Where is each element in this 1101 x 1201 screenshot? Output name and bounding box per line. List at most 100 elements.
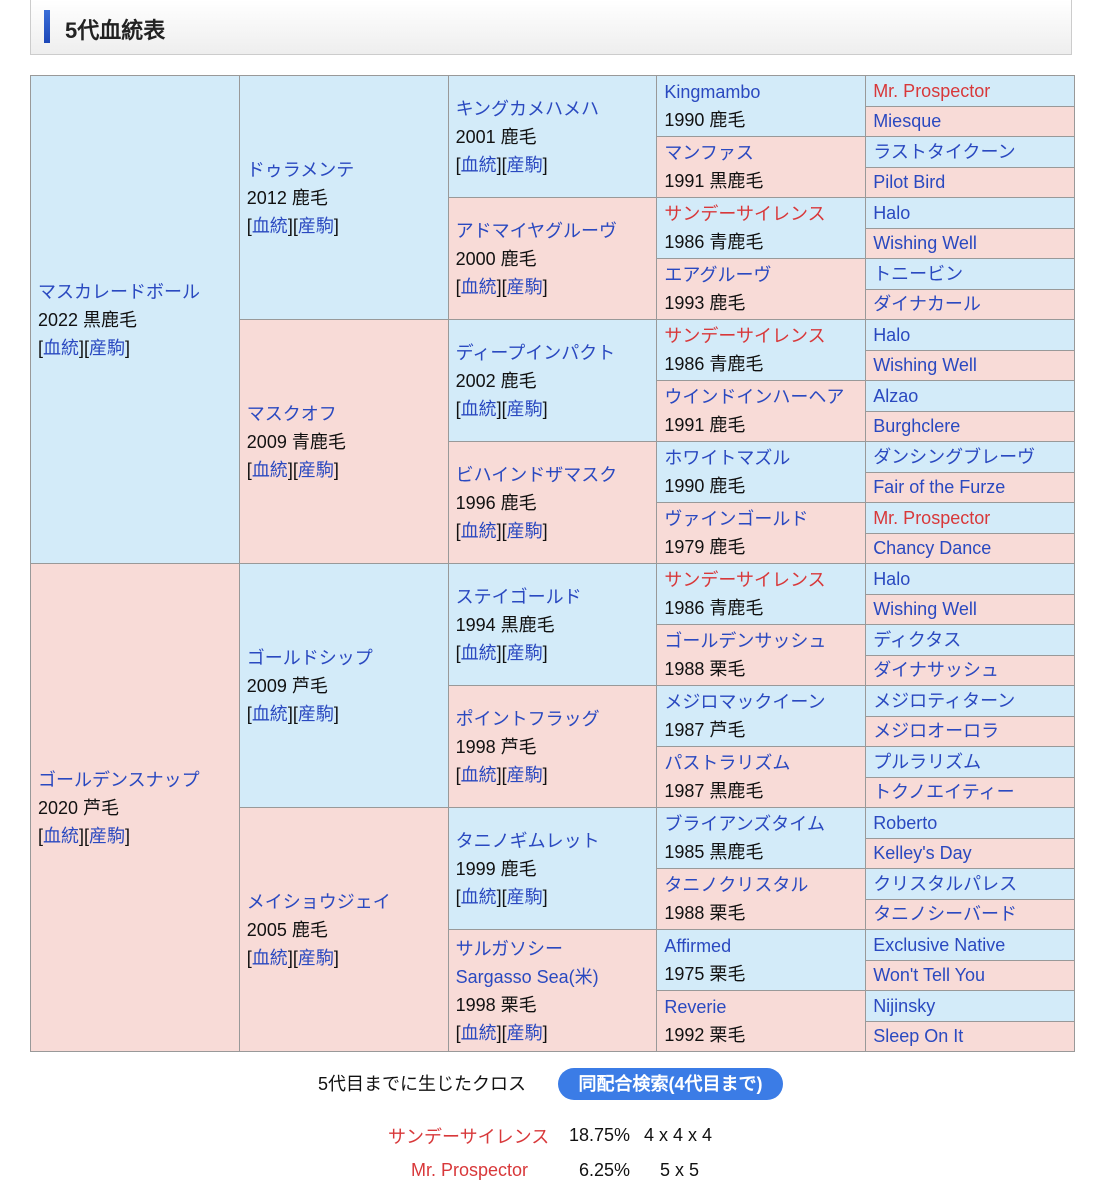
horse-name-link[interactable]: パストラリズム (664, 753, 791, 773)
pedigree-link[interactable]: 血統 (251, 215, 288, 236)
horse-name-link[interactable]: トニービン (873, 263, 964, 284)
pedigree-link[interactable]: 血統 (460, 764, 497, 785)
horse-birth-info: 1993 鹿毛 (664, 293, 746, 313)
horse-name-link[interactable]: ステイゴールド (455, 586, 582, 607)
offspring-link[interactable]: 産駒 (506, 764, 543, 785)
pedigree-link[interactable]: 血統 (460, 520, 497, 541)
horse-name-link[interactable]: サンデーサイレンス (664, 326, 826, 346)
horse-name-link[interactable]: メジロマックイーン (664, 692, 826, 712)
offspring-link[interactable]: 産駒 (297, 703, 334, 724)
offspring-link[interactable]: 産駒 (506, 398, 543, 419)
horse-name-link[interactable]: Roberto (873, 812, 938, 833)
horse-name-link[interactable]: タニノギムレット (455, 830, 600, 851)
horse-name-link[interactable]: Wishing Well (873, 355, 977, 376)
horse-name-link[interactable]: ディープインパクト (455, 342, 616, 363)
offspring-link[interactable]: 産駒 (89, 337, 126, 358)
horse-name-link[interactable]: Wishing Well (873, 233, 977, 254)
horse-name-link[interactable]: Affirmed (664, 936, 732, 956)
horse-name-link[interactable]: アドマイヤグルーヴ (455, 220, 618, 241)
horse-name-link[interactable]: Halo (873, 568, 911, 589)
pedigree-link[interactable]: 血統 (43, 825, 80, 846)
horse-name-link[interactable]: ホワイトマズル (664, 448, 791, 468)
horse-name-link[interactable]: Halo (873, 202, 911, 223)
horse-name-link[interactable]: Chancy Dance (873, 538, 992, 559)
horse-name-link[interactable]: クリスタルパレス (873, 873, 1018, 894)
horse-birth-info: 1998 栗毛 (455, 994, 537, 1015)
horse-name-link[interactable]: ダイナカール (873, 294, 981, 315)
horse-name-link[interactable]: マスクオフ (246, 403, 337, 424)
pedigree-link[interactable]: 血統 (251, 947, 288, 968)
horse-name-link[interactable]: トクノエイティー (873, 782, 1015, 803)
horse-name-link[interactable]: メイショウジェイ (246, 891, 391, 912)
pedigree-link[interactable]: 血統 (251, 459, 288, 480)
horse-name-link[interactable]: Won't Tell You (873, 965, 986, 986)
horse-name-link[interactable]: キングカメハメハ (455, 98, 600, 119)
horse-name-link[interactable]: Burghclere (873, 416, 961, 437)
pedigree-cell-gen5: クリスタルパレス (865, 868, 1075, 900)
offspring-link[interactable]: 産駒 (506, 886, 543, 907)
horse-name-link[interactable]: サンデーサイレンス (664, 570, 826, 590)
horse-name-link[interactable]: サンデーサイレンス (664, 204, 826, 224)
horse-name-link[interactable]: ダイナサッシュ (873, 660, 999, 681)
pedigree-link[interactable]: 血統 (251, 703, 288, 724)
same-mating-search-button[interactable]: 同配合検索(4代目まで) (558, 1068, 783, 1100)
horse-name-link[interactable]: ビハインドザマスク (455, 464, 618, 485)
horse-name-link[interactable]: ヴァインゴールド (664, 509, 809, 529)
horse-name-link[interactable]: ディクタス (873, 629, 962, 650)
offspring-link[interactable]: 産駒 (297, 947, 334, 968)
horse-name-link[interactable]: Mr. Prospector (873, 80, 991, 101)
offspring-link[interactable]: 産駒 (506, 520, 543, 541)
horse-name-link[interactable]: ポイントフラッグ (455, 708, 600, 729)
pedigree-link[interactable]: 血統 (460, 1022, 497, 1043)
horse-birth-info: 2002 鹿毛 (455, 370, 537, 391)
pedigree-link[interactable]: 血統 (460, 154, 497, 175)
pedigree-row: エアグルーヴ 1993 鹿毛 トニービン (31, 258, 1075, 320)
offspring-link[interactable]: 産駒 (506, 1022, 543, 1043)
cross-horse-link[interactable]: サンデーサイレンス (388, 1127, 550, 1147)
offspring-link[interactable]: 産駒 (297, 215, 334, 236)
horse-name-link[interactable]: ブライアンズタイム (664, 814, 825, 834)
offspring-link[interactable]: 産駒 (297, 459, 334, 480)
horse-name-link[interactable]: メジロオーロラ (873, 721, 1000, 742)
horse-name-link[interactable]: メジロティターン (873, 690, 1016, 711)
pedigree-link[interactable]: 血統 (460, 276, 497, 297)
offspring-link[interactable]: 産駒 (506, 154, 543, 175)
horse-name-link[interactable]: Sleep On It (873, 1026, 964, 1047)
horse-name-link[interactable]: Halo (873, 324, 911, 345)
horse-name-link[interactable]: Miesque (873, 111, 942, 132)
horse-name-link[interactable]: Reverie (664, 997, 727, 1017)
pedigree-link[interactable]: 血統 (43, 337, 80, 358)
pedigree-link[interactable]: 血統 (460, 886, 497, 907)
pedigree-link[interactable]: 血統 (460, 398, 497, 419)
offspring-link[interactable]: 産駒 (89, 825, 126, 846)
horse-name-link[interactable]: Kelley's Day (873, 843, 972, 864)
horse-name-link[interactable]: Alzao (873, 385, 919, 406)
horse-name-link[interactable]: タニノクリスタル (664, 875, 809, 895)
horse-name-link[interactable]: Mr. Prospector (873, 507, 991, 528)
horse-alt-name-link[interactable]: Sargasso Sea(米) (455, 966, 599, 987)
horse-name-link[interactable]: プルラリズム (873, 751, 982, 772)
horse-name-link[interactable]: マスカレードボール (38, 281, 200, 302)
horse-name-link[interactable]: エアグルーヴ (664, 265, 772, 285)
horse-name-link[interactable]: Nijinsky (873, 995, 936, 1016)
offspring-link[interactable]: 産駒 (506, 642, 543, 663)
cross-horse-link[interactable]: Mr. Prospector (411, 1160, 529, 1180)
pedigree-cell-gen5: ラストタイクーン (865, 136, 1075, 168)
horse-name-link[interactable]: ラストタイクーン (873, 141, 1016, 162)
horse-name-link[interactable]: ドゥラメンテ (246, 159, 355, 180)
offspring-link[interactable]: 産駒 (506, 276, 543, 297)
horse-name-link[interactable]: ゴールデンスナップ (38, 769, 200, 790)
horse-name-link[interactable]: Exclusive Native (873, 934, 1006, 955)
horse-name-link[interactable]: Wishing Well (873, 599, 977, 620)
horse-name-link[interactable]: タニノシーバード (873, 904, 1018, 925)
horse-name-link[interactable]: ウインドインハーヘア (664, 387, 845, 407)
horse-name-link[interactable]: サルガソシー (455, 938, 564, 959)
horse-name-link[interactable]: Kingmambo (664, 82, 761, 102)
horse-name-link[interactable]: ゴールデンサッシュ (664, 631, 827, 651)
horse-name-link[interactable]: Fair of the Furze (873, 477, 1006, 498)
horse-name-link[interactable]: ダンシングブレーヴ (873, 446, 1036, 467)
horse-name-link[interactable]: マンファス (664, 143, 754, 163)
horse-name-link[interactable]: Pilot Bird (873, 172, 946, 193)
pedigree-link[interactable]: 血統 (460, 642, 497, 663)
horse-name-link[interactable]: ゴールドシップ (246, 647, 373, 668)
